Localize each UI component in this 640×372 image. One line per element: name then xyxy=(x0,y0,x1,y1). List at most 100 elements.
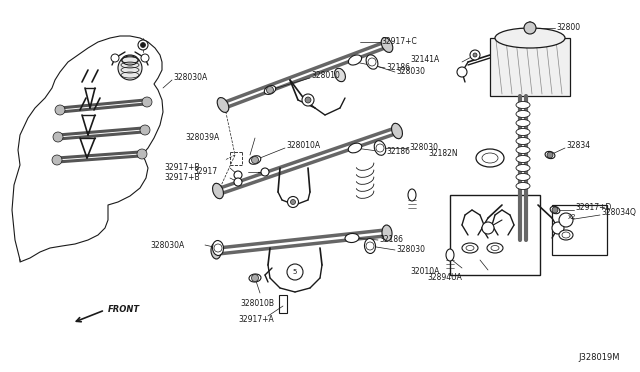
Circle shape xyxy=(366,242,374,250)
Circle shape xyxy=(137,149,147,159)
Text: 32917+B: 32917+B xyxy=(164,173,200,183)
Text: 328030: 328030 xyxy=(396,67,425,77)
Circle shape xyxy=(252,275,259,282)
Circle shape xyxy=(473,53,477,57)
Text: 328010A: 328010A xyxy=(286,141,320,150)
Text: FRONT: FRONT xyxy=(108,305,140,314)
Circle shape xyxy=(252,157,259,164)
Ellipse shape xyxy=(264,86,276,94)
Text: 32894UA: 32894UA xyxy=(427,273,462,282)
Ellipse shape xyxy=(382,225,392,241)
Text: 32186: 32186 xyxy=(386,64,410,73)
Circle shape xyxy=(482,222,494,234)
Circle shape xyxy=(261,168,269,176)
Text: 328010: 328010 xyxy=(311,71,340,80)
Ellipse shape xyxy=(550,206,560,214)
Ellipse shape xyxy=(482,153,498,163)
Ellipse shape xyxy=(487,243,503,253)
Circle shape xyxy=(138,40,148,50)
Circle shape xyxy=(142,97,152,107)
Ellipse shape xyxy=(516,147,530,154)
Text: 328039A: 328039A xyxy=(186,134,220,142)
Ellipse shape xyxy=(516,173,530,180)
Bar xyxy=(552,205,607,255)
Ellipse shape xyxy=(516,183,530,189)
Text: 32834: 32834 xyxy=(566,141,590,151)
Ellipse shape xyxy=(516,119,530,126)
Ellipse shape xyxy=(249,156,261,164)
Ellipse shape xyxy=(495,28,565,48)
Ellipse shape xyxy=(516,164,530,171)
Text: 32917: 32917 xyxy=(194,167,218,176)
Ellipse shape xyxy=(212,241,223,256)
Circle shape xyxy=(55,105,65,115)
Ellipse shape xyxy=(348,55,362,65)
Ellipse shape xyxy=(335,68,346,82)
Ellipse shape xyxy=(366,55,378,69)
Bar xyxy=(279,295,287,313)
Ellipse shape xyxy=(466,246,474,250)
Circle shape xyxy=(141,54,149,62)
Circle shape xyxy=(214,244,222,252)
Ellipse shape xyxy=(562,232,570,238)
Text: J328019M: J328019M xyxy=(579,353,620,362)
Circle shape xyxy=(368,58,376,66)
Ellipse shape xyxy=(491,246,499,250)
Ellipse shape xyxy=(217,97,228,112)
Text: 32917+B: 32917+B xyxy=(164,164,200,173)
Ellipse shape xyxy=(374,141,386,155)
Circle shape xyxy=(53,132,63,142)
Circle shape xyxy=(559,213,573,227)
Ellipse shape xyxy=(516,102,530,109)
Ellipse shape xyxy=(516,128,530,135)
Ellipse shape xyxy=(348,143,362,153)
Ellipse shape xyxy=(381,38,393,52)
Circle shape xyxy=(305,97,311,103)
Circle shape xyxy=(552,222,564,234)
Circle shape xyxy=(234,171,242,179)
Bar xyxy=(490,38,570,96)
Ellipse shape xyxy=(516,138,530,144)
Ellipse shape xyxy=(476,149,504,167)
Ellipse shape xyxy=(462,243,478,253)
Circle shape xyxy=(302,94,314,106)
Ellipse shape xyxy=(545,151,555,158)
Circle shape xyxy=(547,152,553,158)
Ellipse shape xyxy=(446,249,454,261)
Text: 32800: 32800 xyxy=(556,23,580,32)
Ellipse shape xyxy=(365,238,376,253)
Ellipse shape xyxy=(392,123,403,139)
Circle shape xyxy=(376,144,384,152)
Circle shape xyxy=(141,42,145,48)
Text: x2: x2 xyxy=(568,214,577,220)
Text: 32141A: 32141A xyxy=(411,55,440,64)
Circle shape xyxy=(140,125,150,135)
Text: 5: 5 xyxy=(293,269,297,275)
Circle shape xyxy=(287,264,303,280)
Ellipse shape xyxy=(516,110,530,118)
Ellipse shape xyxy=(408,189,416,201)
Circle shape xyxy=(266,87,273,93)
Text: 328010B: 328010B xyxy=(240,298,274,308)
Ellipse shape xyxy=(516,155,530,163)
Text: 328030A: 328030A xyxy=(151,241,185,250)
Circle shape xyxy=(118,56,142,80)
Text: 32186: 32186 xyxy=(379,235,403,244)
Text: 32917+D: 32917+D xyxy=(575,203,611,212)
Circle shape xyxy=(52,155,62,165)
Ellipse shape xyxy=(345,234,359,243)
Ellipse shape xyxy=(559,230,573,240)
Text: 328030A: 328030A xyxy=(173,74,207,83)
Text: 32182N: 32182N xyxy=(428,148,458,157)
Ellipse shape xyxy=(212,183,223,199)
Circle shape xyxy=(457,67,467,77)
Text: 32917+C: 32917+C xyxy=(381,38,417,46)
Ellipse shape xyxy=(249,274,261,282)
Circle shape xyxy=(291,199,296,205)
Circle shape xyxy=(234,178,242,186)
Ellipse shape xyxy=(211,243,221,259)
Circle shape xyxy=(524,22,536,34)
Circle shape xyxy=(552,207,558,213)
Text: 32186: 32186 xyxy=(386,148,410,157)
Circle shape xyxy=(287,196,298,208)
